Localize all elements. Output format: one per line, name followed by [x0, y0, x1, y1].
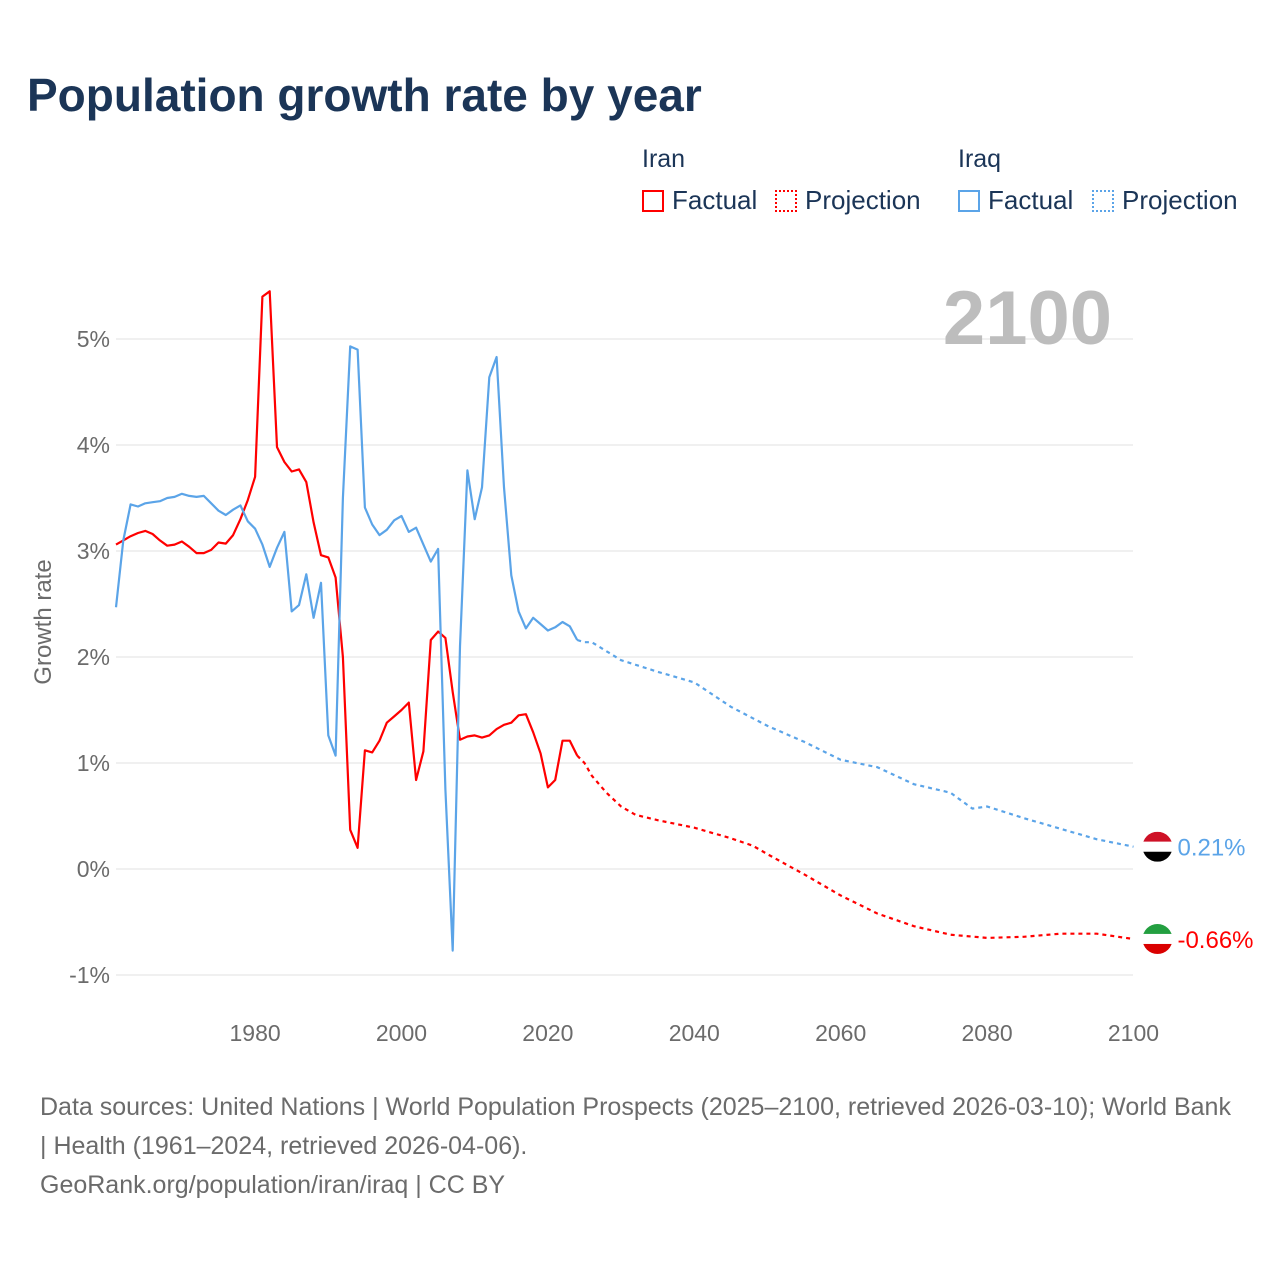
flag-stripe [1142, 831, 1173, 842]
y-tick-label: 2% [77, 644, 110, 670]
x-tick-label: 1980 [229, 1020, 280, 1046]
solid-swatch-icon [958, 189, 980, 212]
x-tick-label: 2080 [961, 1020, 1012, 1046]
flag-stripe [1142, 943, 1173, 954]
y-tick-label: 3% [77, 538, 110, 564]
solid-swatch-icon [642, 189, 664, 212]
x-tick-label: 2000 [376, 1020, 427, 1046]
y-tick-label: 4% [77, 432, 110, 458]
legend-iran-projection[interactable]: Projection [775, 185, 921, 216]
iraq-projection-line [576, 638, 1134, 848]
current-year-label: 2100 [942, 276, 1112, 361]
flag-stripe [1142, 933, 1173, 944]
y-axis-label: Growth rate [30, 559, 57, 684]
footer: Data sources: United Nations | World Pop… [40, 1088, 1240, 1205]
iraq-flag-icon [1142, 831, 1173, 862]
x-tick-label: 2100 [1108, 1020, 1159, 1046]
iraq-end-value: 0.21% [1177, 835, 1245, 862]
legend-label: Projection [1122, 185, 1238, 215]
x-tick-label: 2060 [815, 1020, 866, 1046]
y-tick-label: 5% [77, 326, 110, 352]
legend-iran-factual[interactable]: Factual [642, 185, 757, 216]
data-sources: Data sources: United Nations | World Pop… [40, 1093, 1231, 1160]
flag-stripe [1142, 841, 1173, 852]
x-tick-label: 2020 [522, 1020, 573, 1046]
iran-projection-line [576, 754, 1134, 941]
dotted-swatch-icon [1092, 189, 1114, 212]
credit-link[interactable]: GeoRank.org/population/iran/iraq | CC BY [40, 1171, 506, 1199]
legend-label: Factual [672, 185, 758, 215]
y-tick-label: 0% [77, 856, 110, 882]
legend-group-iraq: Iraq [958, 145, 1002, 173]
y-tick-label: -1% [69, 962, 110, 988]
y-axis: -1% 0% 1% 2% 3% 4% 5% [69, 326, 110, 988]
flag-stripe [1142, 923, 1173, 934]
legend-iraq-projection[interactable]: Projection [1092, 185, 1238, 216]
series-lines [114, 290, 1134, 952]
iraq-factual-line [114, 345, 579, 952]
legend-label: Projection [805, 185, 921, 215]
dotted-swatch-icon [775, 189, 797, 212]
end-markers: -0.66% 0.21% [1142, 831, 1254, 954]
page-title: Population growth rate by year [27, 69, 702, 121]
x-axis: 1980 2000 2020 2040 2060 2080 2100 [229, 1020, 1159, 1046]
grid [116, 338, 1133, 976]
iran-end-value: -0.66% [1177, 927, 1253, 954]
y-tick-label: 1% [77, 750, 110, 776]
legend-label: Factual [988, 185, 1074, 215]
legend-iraq-factual[interactable]: Factual [958, 185, 1073, 216]
iran-factual-line [115, 290, 579, 849]
x-tick-label: 2040 [669, 1020, 720, 1046]
legend-group-iran: Iran [642, 145, 686, 173]
iran-flag-icon [1142, 923, 1173, 954]
flag-stripe [1142, 851, 1173, 862]
